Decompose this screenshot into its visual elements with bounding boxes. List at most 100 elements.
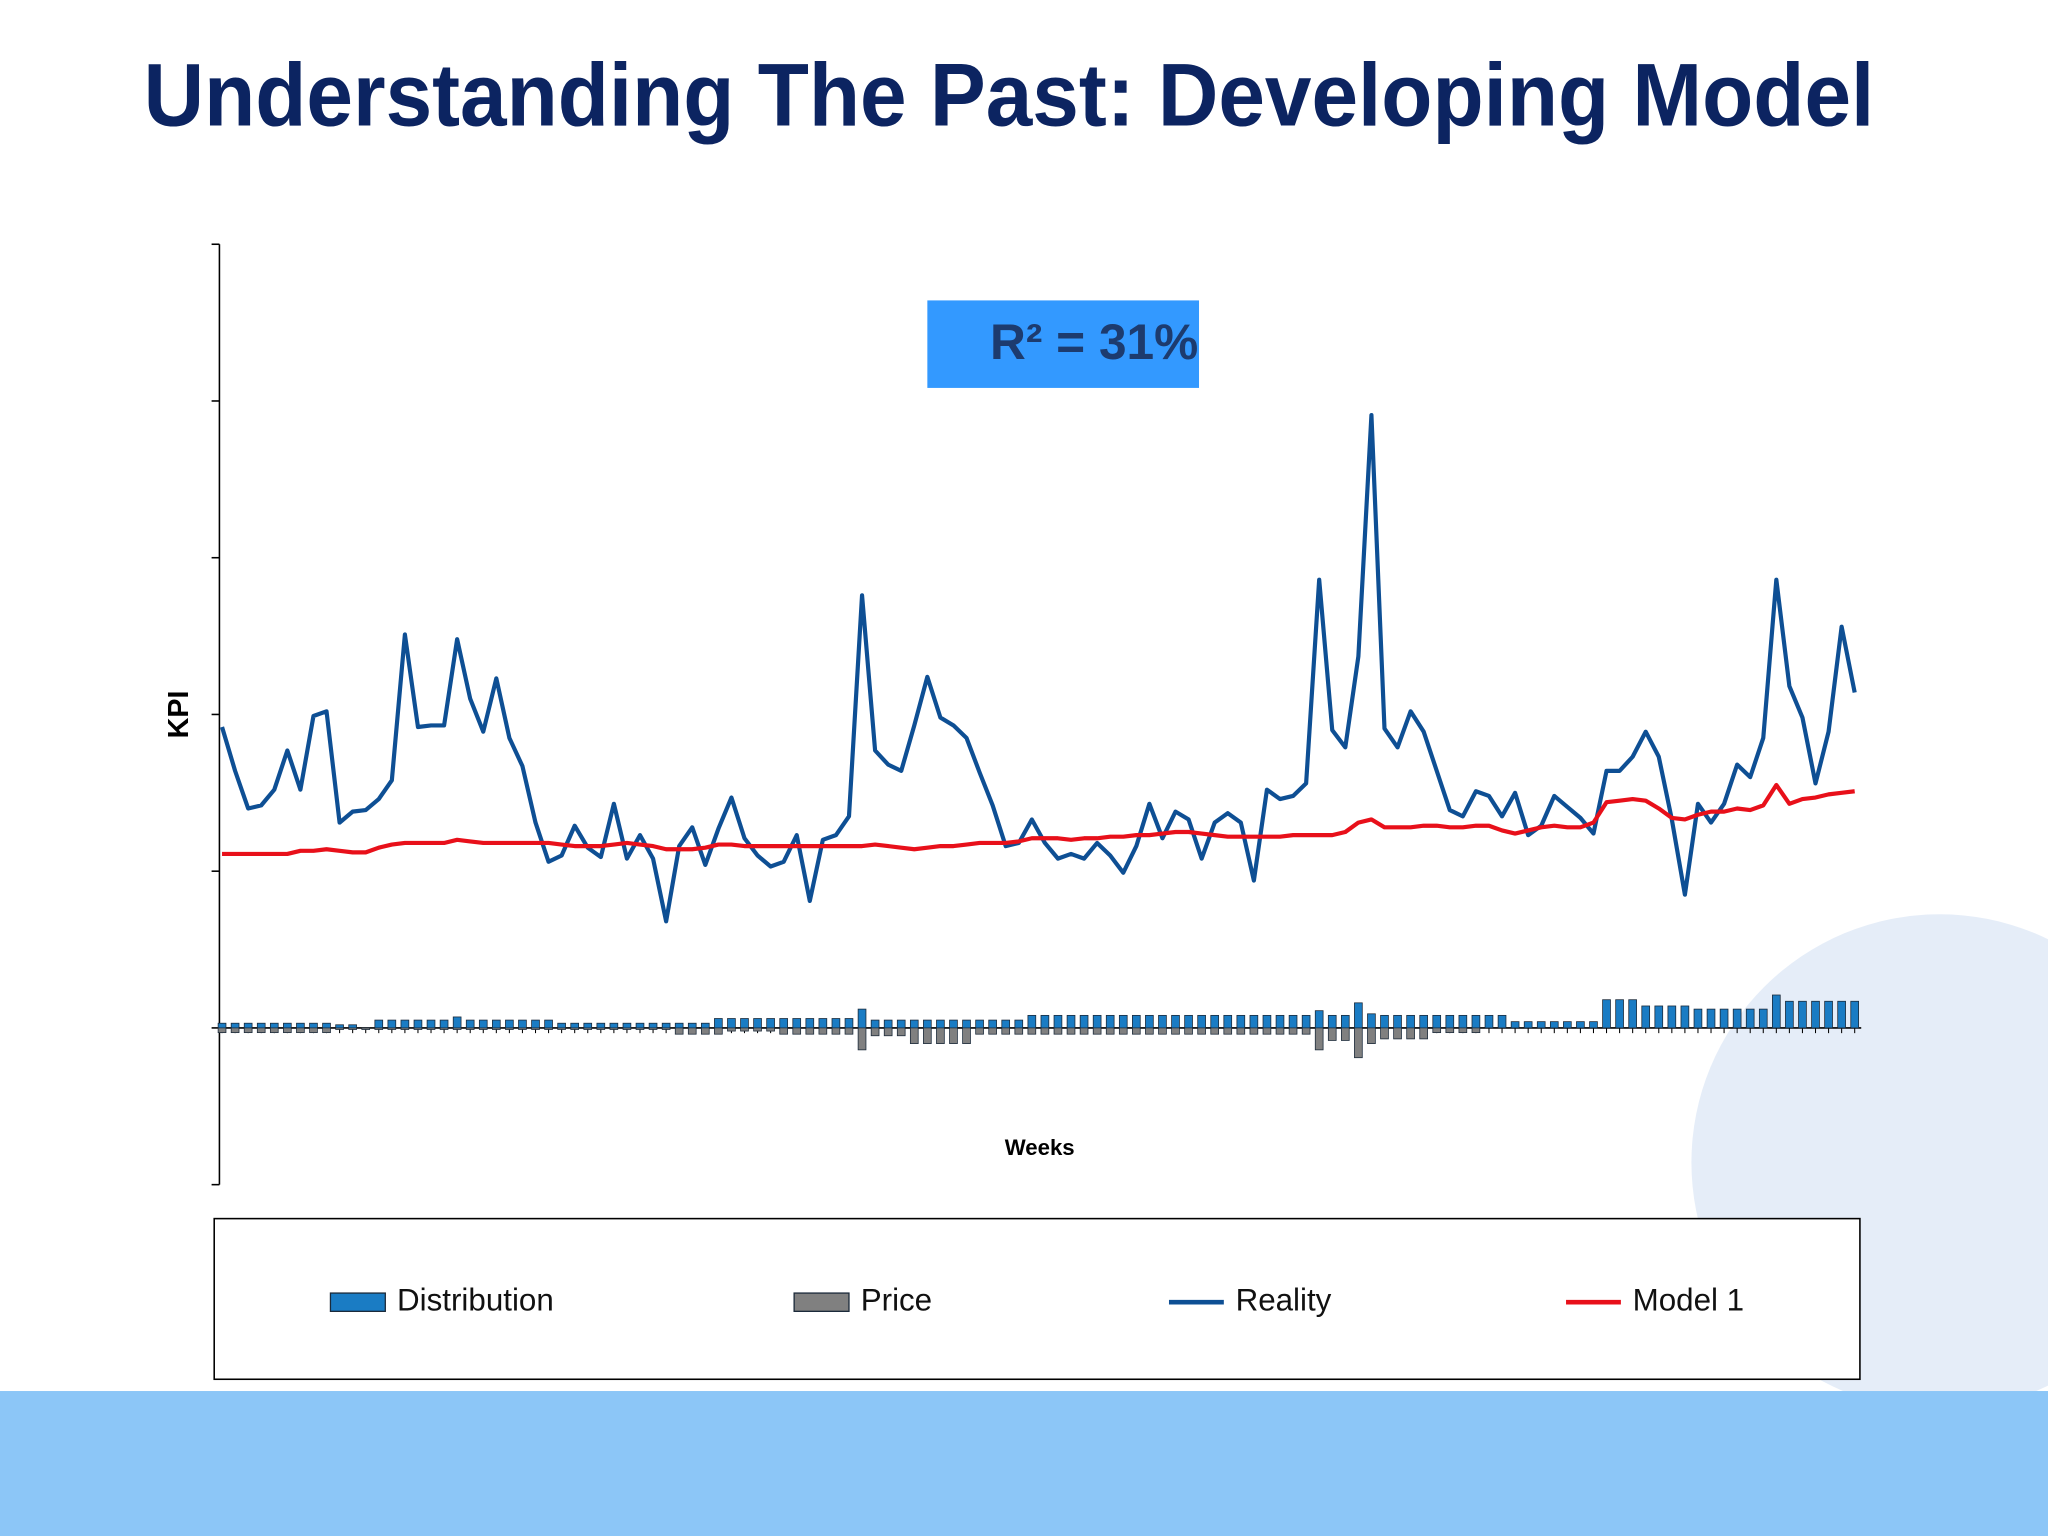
bar bbox=[766, 1027, 775, 1032]
bar bbox=[465, 1027, 475, 1030]
bar bbox=[1432, 1027, 1442, 1034]
bar bbox=[217, 1027, 227, 1034]
bar bbox=[714, 1018, 723, 1029]
annotation: R² = 31% bbox=[990, 314, 1198, 370]
bar bbox=[622, 1027, 632, 1030]
bar bbox=[426, 1027, 436, 1030]
bar bbox=[544, 1027, 553, 1030]
bar bbox=[1145, 1014, 1154, 1029]
bar bbox=[505, 1027, 514, 1030]
bar bbox=[714, 1027, 723, 1035]
bar bbox=[1210, 1027, 1220, 1035]
bar bbox=[1079, 1014, 1089, 1029]
bar bbox=[936, 1027, 945, 1044]
bar bbox=[1001, 1027, 1011, 1035]
bar bbox=[1693, 1008, 1703, 1029]
bar bbox=[1340, 1027, 1350, 1041]
bar bbox=[348, 1024, 357, 1029]
bar bbox=[700, 1022, 710, 1029]
bar bbox=[243, 1027, 253, 1034]
bar bbox=[557, 1027, 566, 1030]
bar bbox=[870, 1019, 880, 1029]
bar bbox=[1706, 1008, 1716, 1029]
bar bbox=[478, 1027, 488, 1030]
bar bbox=[1680, 1005, 1690, 1029]
bar bbox=[1576, 1021, 1585, 1029]
bar bbox=[818, 1018, 828, 1029]
bar bbox=[818, 1027, 828, 1035]
bar bbox=[1811, 1000, 1820, 1029]
bar bbox=[1275, 1027, 1285, 1035]
bar bbox=[740, 1018, 749, 1029]
bar bbox=[1223, 1014, 1233, 1029]
bar bbox=[1053, 1027, 1063, 1035]
bar bbox=[1406, 1027, 1415, 1040]
bar bbox=[1236, 1027, 1246, 1035]
bar bbox=[583, 1027, 593, 1030]
bar bbox=[1563, 1021, 1572, 1029]
bar bbox=[1458, 1014, 1468, 1029]
bar bbox=[426, 1019, 436, 1029]
bar bbox=[1105, 1014, 1115, 1029]
bar bbox=[570, 1022, 580, 1029]
bar bbox=[1249, 1027, 1259, 1035]
bar bbox=[1654, 1005, 1664, 1029]
bar bbox=[1772, 994, 1781, 1029]
bar bbox=[870, 1027, 880, 1037]
bar bbox=[936, 1019, 945, 1029]
bar bbox=[465, 1019, 475, 1029]
bar bbox=[322, 1027, 331, 1034]
bar bbox=[622, 1022, 632, 1029]
bar bbox=[896, 1019, 906, 1029]
bar bbox=[348, 1027, 357, 1030]
bar bbox=[1118, 1014, 1128, 1029]
bar bbox=[700, 1027, 710, 1035]
bar bbox=[766, 1018, 775, 1029]
bar bbox=[857, 1027, 867, 1051]
bar bbox=[988, 1019, 997, 1029]
bar bbox=[1171, 1014, 1180, 1029]
bar bbox=[609, 1027, 619, 1030]
bar bbox=[296, 1027, 305, 1034]
bar bbox=[583, 1022, 593, 1029]
bar bbox=[1471, 1027, 1481, 1034]
bar bbox=[635, 1027, 645, 1030]
bar bbox=[687, 1027, 697, 1035]
bar bbox=[439, 1019, 449, 1029]
bar bbox=[1445, 1014, 1455, 1029]
bar bbox=[609, 1022, 619, 1029]
bar bbox=[1301, 1027, 1311, 1035]
bar bbox=[727, 1018, 736, 1029]
bar bbox=[452, 1027, 462, 1030]
bar bbox=[256, 1022, 266, 1029]
bar bbox=[309, 1027, 318, 1034]
bar bbox=[531, 1027, 540, 1030]
bar bbox=[1236, 1014, 1246, 1029]
bar bbox=[1223, 1027, 1233, 1035]
bar bbox=[1158, 1014, 1167, 1029]
bar bbox=[296, 1022, 305, 1029]
bar bbox=[492, 1019, 501, 1029]
bar bbox=[1380, 1027, 1389, 1040]
bar bbox=[883, 1019, 893, 1029]
bar bbox=[1327, 1027, 1337, 1041]
bar bbox=[1628, 999, 1637, 1029]
bar bbox=[1471, 1014, 1481, 1029]
bar bbox=[1445, 1027, 1455, 1034]
bar bbox=[648, 1022, 658, 1029]
bar bbox=[792, 1018, 802, 1029]
bar bbox=[1001, 1019, 1011, 1029]
annotation-box bbox=[927, 300, 1200, 388]
bar bbox=[1184, 1014, 1193, 1029]
bar bbox=[1393, 1027, 1402, 1040]
bar bbox=[1484, 1014, 1494, 1029]
bar bbox=[1184, 1027, 1193, 1035]
bar bbox=[1145, 1027, 1154, 1035]
bar bbox=[492, 1027, 501, 1030]
bar bbox=[1837, 1000, 1846, 1029]
bar bbox=[1040, 1027, 1050, 1035]
bar bbox=[1367, 1027, 1376, 1044]
bar bbox=[661, 1022, 671, 1029]
bar bbox=[1132, 1027, 1141, 1035]
bar bbox=[1066, 1027, 1076, 1035]
